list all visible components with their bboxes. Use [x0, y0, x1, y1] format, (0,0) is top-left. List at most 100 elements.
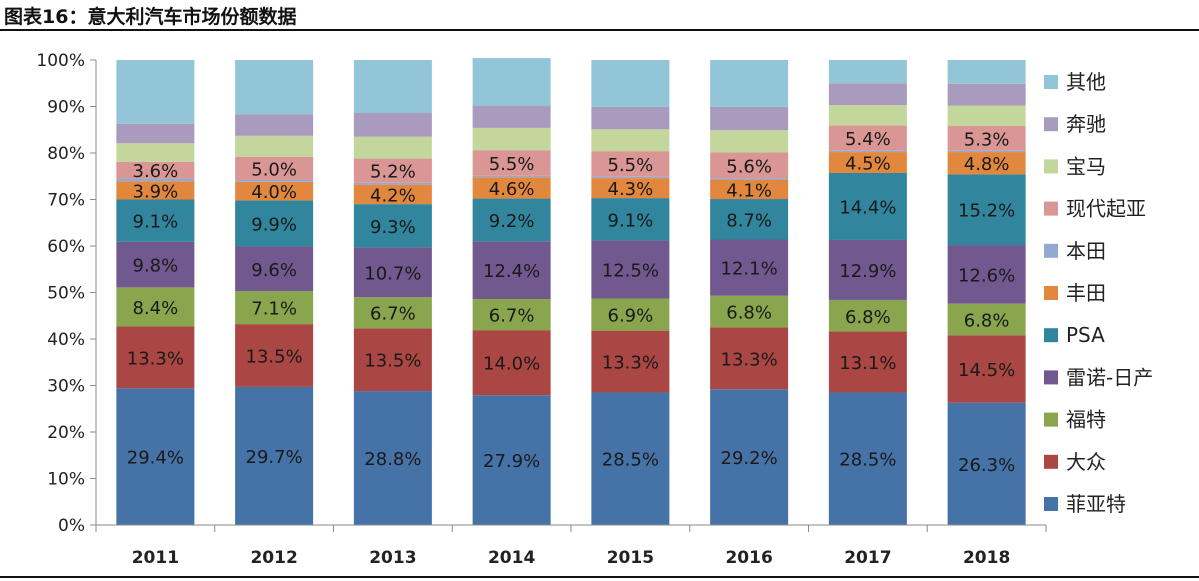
x-tick-label: 2018 [963, 548, 1010, 568]
bar-segment [472, 299, 551, 331]
y-tick-label: 100% [36, 51, 85, 71]
bar-segment [947, 60, 1026, 84]
y-tick-label: 90% [47, 98, 85, 118]
legend-label: 奔驰 [1066, 112, 1106, 136]
data-label: 13.5% [246, 347, 303, 368]
bar-segment [472, 330, 551, 396]
bar-segment [353, 328, 432, 392]
legend-label: 其他 [1066, 70, 1106, 94]
bar-segment [116, 181, 195, 200]
bar-segment [828, 125, 907, 151]
y-tick-label: 50% [47, 284, 85, 304]
legend-label: 大众 [1066, 450, 1106, 474]
bar-segment [710, 60, 789, 107]
data-label: 12.5% [602, 260, 659, 281]
data-label: 9.1% [133, 212, 179, 233]
x-tick-label: 2013 [369, 548, 416, 568]
data-label: 28.5% [839, 450, 896, 471]
legend-label: 宝马 [1066, 154, 1106, 178]
bar-segment [116, 241, 195, 288]
legend-swatch [1044, 328, 1058, 343]
data-label: 5.2% [370, 162, 416, 183]
bar-segment [353, 184, 432, 205]
y-tick-label: 0% [58, 516, 85, 536]
legend-swatch [1044, 75, 1058, 89]
legend-swatch [1044, 286, 1058, 300]
x-tick-label: 2017 [844, 548, 891, 568]
bar-segment [828, 152, 907, 173]
bar-segment [472, 127, 551, 151]
bar-segment [591, 176, 670, 179]
legend-label: 丰田 [1066, 281, 1106, 305]
legend-swatch [1044, 454, 1058, 469]
bar-segment [472, 198, 551, 242]
bar-segment [710, 389, 789, 525]
bar-segment [353, 113, 432, 137]
data-label: 5.6% [726, 157, 772, 178]
data-label: 15.2% [958, 201, 1015, 222]
bar-segment [472, 105, 551, 128]
bar-segment [116, 60, 195, 124]
data-label: 4.8% [964, 154, 1010, 175]
bar-segment [116, 199, 195, 242]
data-label: 29.7% [246, 447, 303, 468]
bar-segment [828, 60, 907, 84]
bar-segment [828, 239, 907, 300]
legend-swatch [1044, 370, 1058, 385]
data-label: 6.8% [845, 307, 891, 328]
data-label: 14.4% [839, 197, 896, 218]
data-label: 28.8% [364, 449, 421, 470]
data-label: 5.5% [608, 155, 654, 176]
bar-segment [710, 199, 789, 240]
legend-label: 现代起亚 [1066, 197, 1146, 221]
data-label: 27.9% [483, 451, 540, 472]
bar-segment [947, 335, 1026, 403]
legend-swatch [1044, 412, 1058, 427]
data-label: 29.2% [721, 448, 778, 469]
bar-segment [116, 287, 195, 327]
axes-group: 0% 10% 20% 30% 40% 50% 60% 70% 80% 90% 100% 2011 201… [36, 51, 1047, 568]
legend-label: 本田 [1066, 239, 1106, 263]
bar-segment [710, 179, 789, 200]
bar-segment [353, 158, 432, 183]
data-label: 29.4% [127, 448, 184, 469]
data-label: 9.2% [489, 211, 535, 232]
bars-group [116, 58, 1026, 525]
bar-segment [710, 178, 789, 180]
data-label: 5.4% [845, 129, 891, 150]
bar-segment [116, 123, 195, 144]
bar-segment [353, 204, 432, 248]
bar-segment [116, 161, 195, 179]
bar-segment [591, 240, 670, 299]
x-tick-label: 2011 [132, 548, 179, 568]
bottom-rule [0, 576, 1199, 578]
bar-segment [353, 297, 432, 329]
bar-segment [353, 60, 432, 114]
bar-segment [947, 303, 1026, 336]
bar-segment [235, 114, 314, 136]
bar-segment [235, 324, 314, 387]
data-label: 13.3% [721, 349, 778, 370]
legend-swatch [1044, 117, 1058, 132]
bar-segment [591, 330, 670, 393]
data-label: 9.8% [133, 256, 179, 277]
bar-segment [710, 130, 789, 153]
bar-segment [947, 152, 1026, 175]
data-label: 14.0% [483, 354, 540, 375]
y-tick-label: 40% [47, 330, 85, 350]
bar-segment [116, 388, 195, 525]
bar-segment [710, 106, 789, 131]
legend-swatch [1044, 497, 1058, 511]
data-label: 12.6% [958, 265, 1015, 286]
data-label: 9.1% [608, 210, 654, 231]
legend-swatch [1044, 159, 1058, 174]
data-label: 6.8% [964, 310, 1010, 331]
bar-segment [235, 135, 314, 157]
bar-segment [235, 200, 314, 247]
data-label: 4.3% [608, 179, 654, 200]
data-label: 13.5% [364, 351, 421, 372]
legend-label: PSA [1066, 323, 1105, 347]
data-label: 6.9% [608, 306, 654, 327]
